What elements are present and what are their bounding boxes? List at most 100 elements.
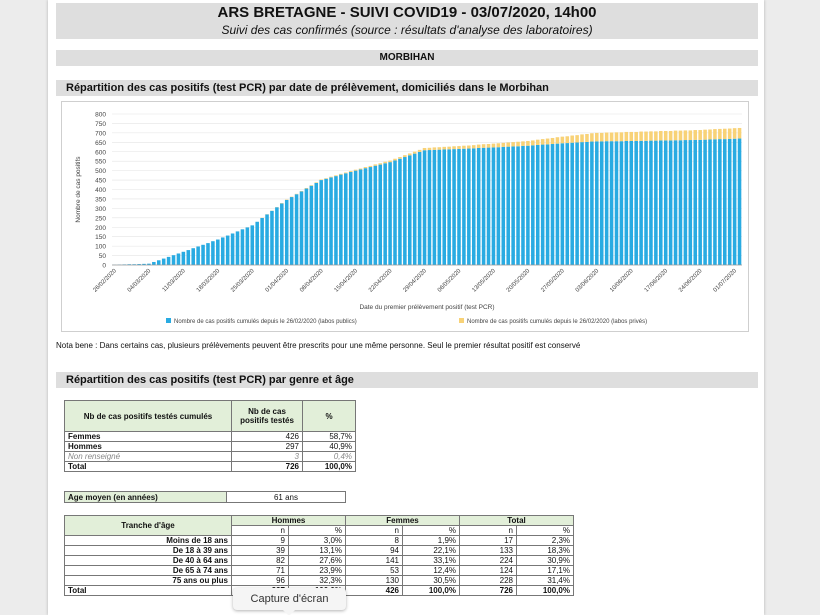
bar-public [531, 145, 535, 265]
bar-public [373, 165, 378, 265]
y-tick-label: 350 [95, 196, 106, 203]
table-genre-header-label: Nb de cas positifs testés cumulés [64, 400, 232, 432]
bar-public [496, 147, 501, 265]
group-femmes: Femmes [345, 515, 460, 526]
bar-public [619, 141, 624, 265]
bar-public [570, 142, 574, 265]
x-tick-label: 04/03/2020 [127, 268, 153, 294]
bar-public [516, 146, 520, 265]
bar-prive [659, 130, 663, 141]
cell-f-p: 22,1% [402, 545, 460, 556]
bar-prive [708, 129, 712, 140]
cell-f-n: 8 [345, 535, 403, 546]
table-row: Hommes 297 40,9% [64, 441, 356, 452]
bar-public [727, 138, 732, 265]
bar-public [427, 150, 432, 265]
cell-f-p: 100,0% [402, 585, 460, 596]
bar-public [152, 261, 156, 265]
y-tick-label: 200 [95, 225, 106, 232]
sub-pct: % [516, 525, 574, 536]
x-tick-label: 01/04/2020 [265, 268, 291, 294]
cell-h-p: 3,0% [288, 535, 346, 546]
row-label: Total [64, 461, 232, 472]
bar-public [718, 139, 722, 265]
bar-prive [609, 132, 614, 142]
bar-public [166, 256, 171, 265]
bar-public [432, 149, 437, 265]
bar-public [526, 145, 530, 265]
cell-h-p: 23,9% [288, 565, 346, 576]
bar-public [348, 171, 353, 265]
bar-prive [481, 144, 486, 148]
bar-prive [585, 134, 589, 142]
bar-public [176, 253, 181, 265]
bar-public [216, 239, 220, 265]
bar-prive [447, 146, 451, 150]
bar-prive [516, 141, 520, 147]
chart-container: 0 50 100 150 200 250 300 350 400 450 500 550 600 650 7… [61, 101, 749, 332]
x-tick-label: 10/06/2020 [609, 268, 635, 294]
bar-public [235, 231, 240, 265]
age-moyen-value: 61 ans [226, 491, 346, 503]
bar-public [344, 173, 348, 265]
cell-t-n: 17 [459, 535, 517, 546]
bar-public [156, 260, 161, 265]
bar-public [639, 140, 643, 265]
bar-prive [471, 145, 476, 149]
bar-public [245, 227, 250, 265]
table-row: Non renseigné 3 0,4% [64, 451, 356, 462]
legend-swatch-public [166, 318, 171, 323]
legend-label-prive: Nombre de cas positifs cumulés depuis le… [467, 319, 647, 325]
bar-public [693, 139, 698, 265]
bar-public [220, 237, 225, 265]
x-tick-label: 13/05/2020 [471, 268, 497, 294]
bar-public [737, 138, 742, 265]
y-tick-label: 250 [95, 215, 106, 222]
bar-public [659, 140, 663, 265]
y-tick-label: 800 [95, 112, 106, 119]
bar-public [595, 141, 599, 265]
bar-public [393, 160, 397, 265]
y-tick-label: 650 [95, 140, 106, 147]
bar-public [417, 151, 422, 265]
y-tick-label: 600 [95, 149, 106, 156]
bar-public [211, 241, 215, 265]
bar-prive [698, 130, 702, 140]
cell-t-n: 726 [459, 585, 517, 596]
bar-prive [319, 179, 323, 181]
table-row: De 65 à 74 ans 71 23,9% 53 12,4% 124 17,1% [64, 565, 574, 576]
bar-public [511, 146, 515, 265]
bar-public [383, 163, 387, 265]
x-tick-label: 20/05/2020 [506, 268, 532, 294]
bar-prive [649, 131, 653, 141]
bar-public [270, 210, 274, 265]
cell-f-n: 141 [345, 555, 403, 566]
cell-h-n: 71 [231, 565, 289, 576]
bar-public [314, 182, 319, 265]
bar-prive [427, 147, 432, 151]
y-tick-label: 450 [95, 178, 106, 185]
bar-public [609, 141, 614, 265]
bar-public [201, 244, 205, 265]
bar-public [447, 149, 451, 265]
bar-prive [363, 167, 368, 169]
bar-prive [535, 139, 540, 145]
bar-prive [634, 131, 638, 141]
cell-h-p: 13,1% [288, 545, 346, 556]
bar-prive [476, 144, 481, 148]
nota-bene: Nota bene : Dans certains cas, plusieurs… [56, 341, 581, 350]
cell-t-p: 18,3% [516, 545, 574, 556]
bar-public [250, 225, 255, 265]
bar-public [137, 264, 141, 265]
table-genre-header-pct: % [302, 400, 356, 432]
cell-t-n: 224 [459, 555, 517, 566]
bar-public [334, 176, 338, 265]
bar-public [560, 143, 565, 265]
bar-prive [550, 137, 555, 145]
bar-public [599, 141, 604, 265]
bar-prive [614, 132, 619, 142]
bar-prive [506, 142, 510, 147]
bar-public [324, 178, 328, 265]
y-tick-label: 700 [95, 130, 106, 137]
bar-prive [673, 130, 678, 141]
